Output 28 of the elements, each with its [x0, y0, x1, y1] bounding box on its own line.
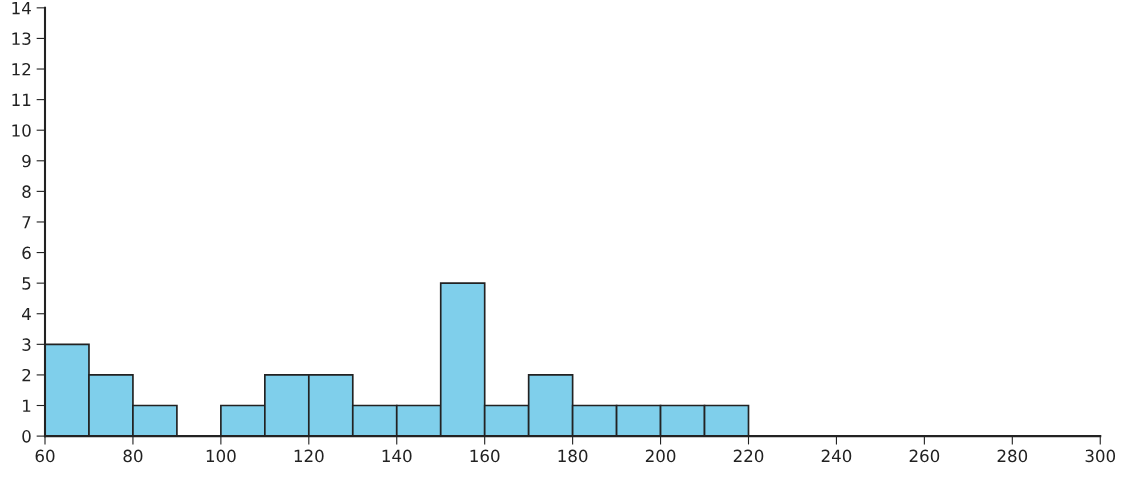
x-tick-label: 120 [294, 449, 324, 463]
x-tick-label: 180 [558, 449, 588, 463]
x-tick-label: 80 [123, 449, 143, 463]
y-tick-label: 6 [22, 246, 31, 260]
x-tick-label: 200 [645, 449, 676, 463]
y-tick-label: 4 [22, 307, 31, 321]
x-tick-label: 60 [35, 449, 55, 463]
y-tick-label: 11 [12, 93, 31, 106]
y-tick-label: 8 [22, 185, 31, 198]
y-tick-label: 0 [22, 430, 31, 443]
y-tick-label: 9 [22, 154, 31, 168]
x-tick-label: 240 [821, 449, 852, 463]
y-tick-label: 1 [23, 399, 31, 412]
x-tick-label: 300 [1085, 449, 1116, 463]
x-tick-label: 160 [470, 449, 500, 463]
x-tick-label: 260 [909, 449, 940, 463]
x-tick-label: 280 [997, 449, 1028, 463]
y-tick-label: 13 [12, 32, 31, 45]
y-tick-label: 10 [12, 124, 31, 137]
x-tick-label: 140 [382, 449, 412, 463]
x-tick-label: 220 [733, 449, 764, 463]
x-tick-label: 100 [206, 449, 236, 463]
y-tick-label: 5 [22, 277, 31, 290]
y-tick-label: 2 [22, 368, 31, 382]
y-tick-label: 14 [12, 2, 31, 15]
y-tick-label: 12 [12, 62, 31, 76]
y-tick-label: 3 [22, 338, 31, 351]
y-tick-label: 7 [22, 216, 31, 229]
